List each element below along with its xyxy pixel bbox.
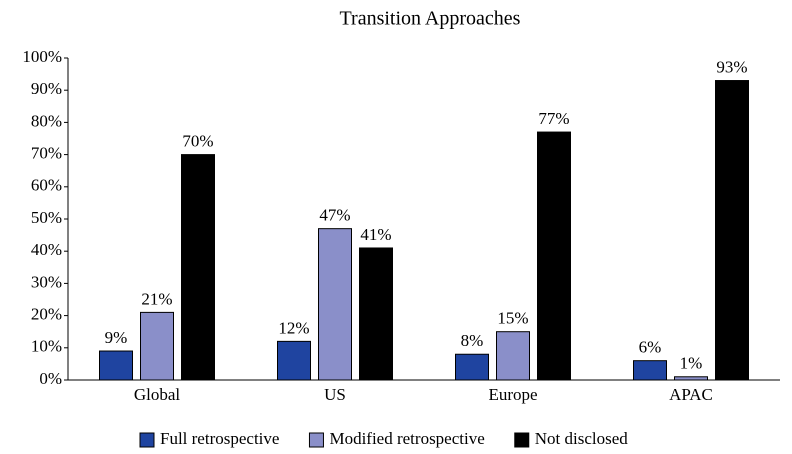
y-tick-label: 10% xyxy=(31,337,62,356)
value-label: 6% xyxy=(639,338,662,357)
legend-swatch xyxy=(139,432,155,448)
value-label: 41% xyxy=(360,225,391,244)
bar xyxy=(496,331,530,381)
value-label: 8% xyxy=(461,331,484,350)
bar xyxy=(537,131,571,381)
value-label: 1% xyxy=(680,354,703,373)
y-tick-label: 50% xyxy=(31,208,62,227)
bar xyxy=(359,247,393,381)
legend-label: Not disclosed xyxy=(535,429,629,448)
value-label: 15% xyxy=(497,309,528,328)
bar xyxy=(318,228,352,381)
bar xyxy=(455,353,489,381)
y-tick-label: 90% xyxy=(31,79,62,98)
y-tick-label: 20% xyxy=(31,305,62,324)
y-tick-label: 40% xyxy=(31,240,62,259)
value-label: 70% xyxy=(182,132,213,151)
y-tick-label: 100% xyxy=(22,47,62,66)
y-tick-label: 60% xyxy=(31,176,62,195)
value-label: 93% xyxy=(716,57,747,76)
legend-label: Modified retrospective xyxy=(329,429,484,448)
value-label: 9% xyxy=(105,328,128,347)
x-tick-label: US xyxy=(324,385,346,404)
y-tick-label: 30% xyxy=(31,272,62,291)
legend-swatch xyxy=(308,432,324,448)
y-tick-label: 70% xyxy=(31,144,62,163)
legend-swatch xyxy=(514,432,530,448)
x-tick-label: Global xyxy=(134,385,181,404)
bar xyxy=(140,311,174,381)
bar xyxy=(674,376,708,381)
x-tick-label: APAC xyxy=(669,385,713,404)
value-label: 21% xyxy=(141,289,172,308)
value-label: 77% xyxy=(538,109,569,128)
value-label: 47% xyxy=(319,206,350,225)
bar xyxy=(277,340,311,381)
bar xyxy=(715,80,749,381)
y-tick-label: 0% xyxy=(39,369,62,388)
bar xyxy=(99,350,133,381)
bar xyxy=(633,360,667,381)
chart-title: Transition Approaches xyxy=(340,8,521,30)
legend-label: Full retrospective xyxy=(160,429,279,448)
x-tick-label: Europe xyxy=(488,385,537,404)
y-tick-label: 80% xyxy=(31,111,62,130)
bar xyxy=(181,154,215,381)
value-label: 12% xyxy=(278,318,309,337)
